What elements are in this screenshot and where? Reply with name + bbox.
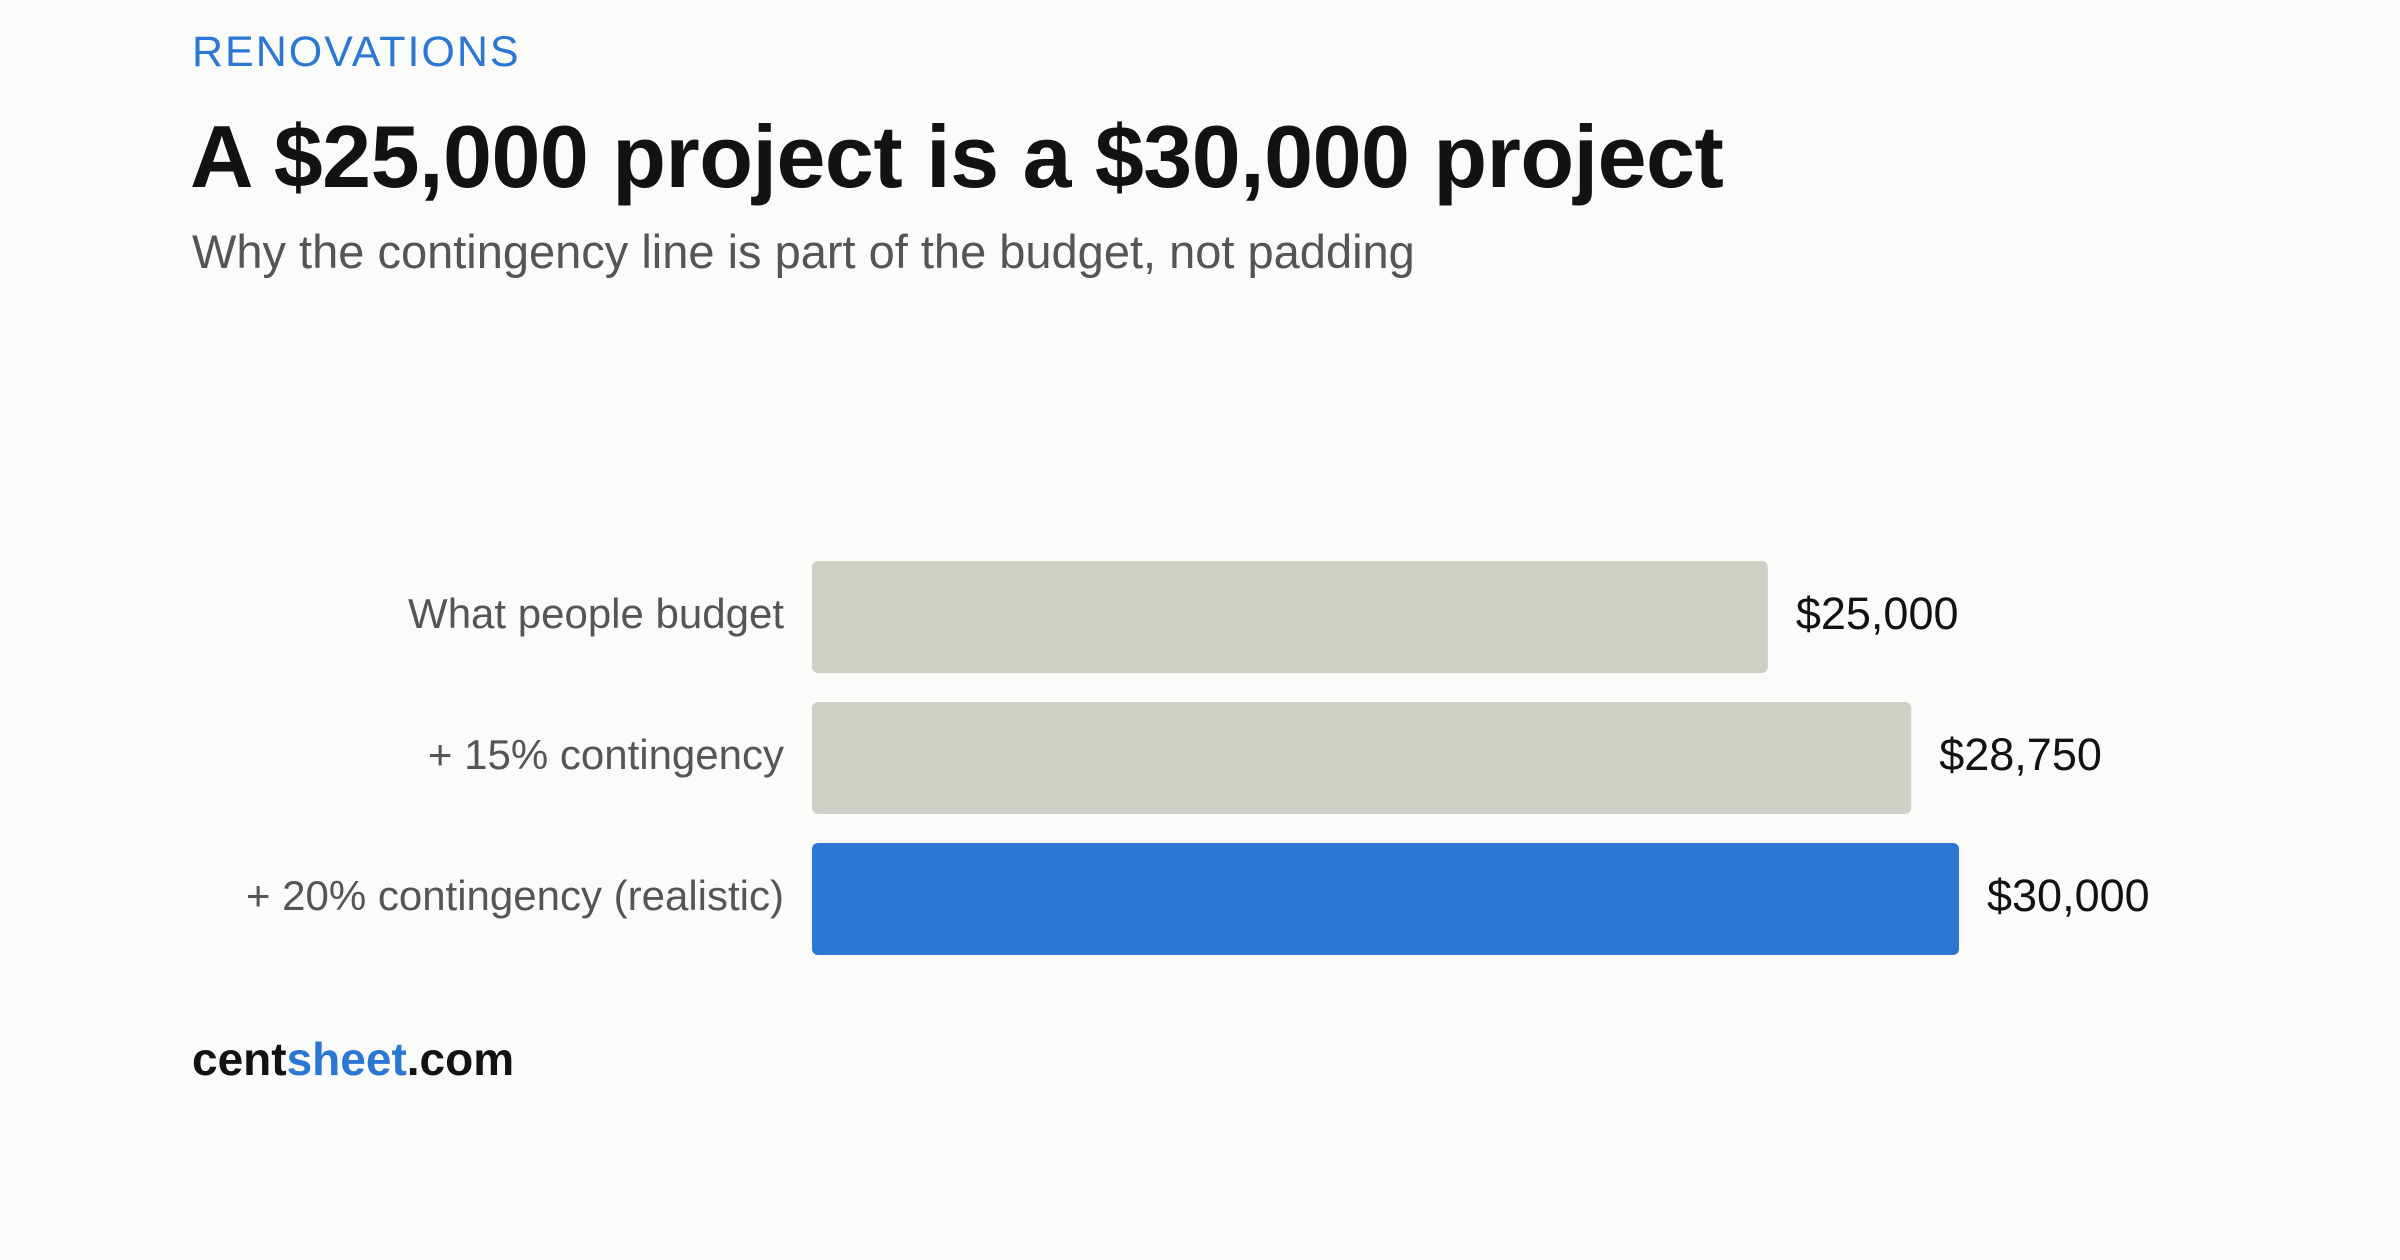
category-label: + 20% contingency (realistic)	[246, 872, 784, 919]
value-label: $30,000	[1987, 870, 2150, 921]
category-label: + 15% contingency	[428, 731, 784, 778]
brand-part-cent: cent	[192, 1033, 287, 1085]
brand-part-sheet: sheet	[286, 1033, 407, 1085]
bar	[812, 561, 1768, 673]
bar	[812, 702, 1912, 814]
value-label: $28,750	[1939, 729, 2102, 780]
category-label: What people budget	[408, 590, 784, 637]
eyebrow-label: RENOVATIONS	[192, 28, 521, 76]
brand-logo: centsheet.com	[192, 1032, 514, 1086]
brand-part-com: .com	[406, 1033, 515, 1085]
value-label: $25,000	[1796, 588, 1959, 639]
bar	[812, 843, 1959, 955]
page-title: A $25,000 project is a $30,000 project	[190, 107, 1724, 206]
page-subtitle: Why the contingency line is part of the …	[192, 225, 1415, 278]
